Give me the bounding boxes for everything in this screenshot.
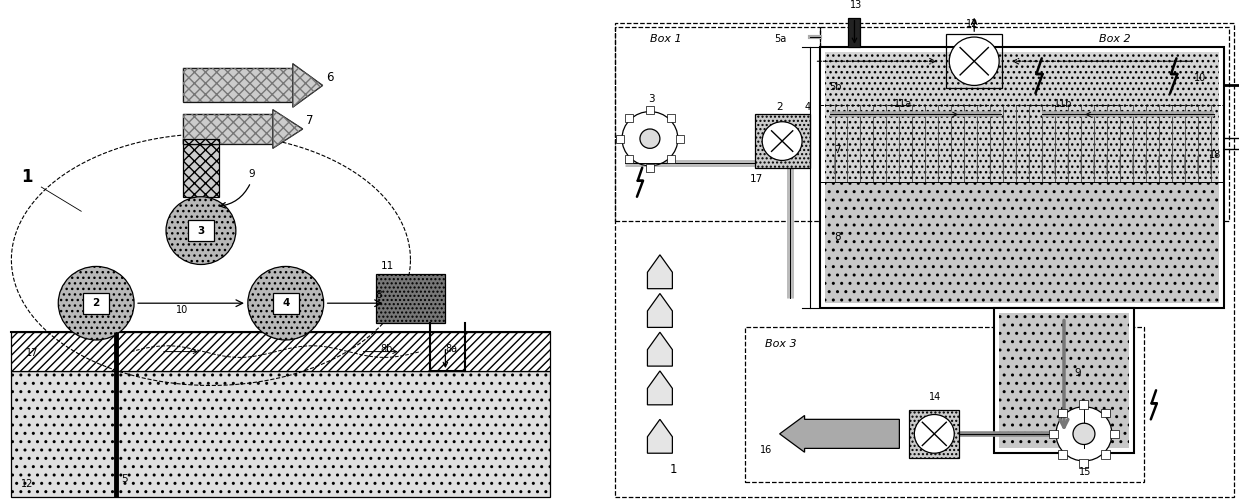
Text: 16: 16 — [760, 445, 773, 455]
Text: 9: 9 — [1074, 368, 1080, 378]
Bar — [676, 135, 683, 142]
Text: 11a: 11a — [894, 99, 913, 109]
Text: 10: 10 — [1194, 72, 1207, 82]
Bar — [1058, 408, 1066, 417]
Text: Box 1: Box 1 — [650, 34, 682, 44]
Bar — [1049, 430, 1058, 438]
Text: 11b: 11b — [1054, 99, 1073, 109]
Circle shape — [1056, 407, 1112, 461]
Bar — [825, 182, 1219, 303]
Bar — [625, 114, 632, 122]
Bar — [625, 155, 632, 163]
Text: 7: 7 — [835, 145, 841, 155]
FancyArrow shape — [780, 415, 899, 452]
Bar — [745, 327, 1143, 482]
Text: 1: 1 — [670, 463, 677, 475]
Bar — [994, 308, 1133, 453]
Bar — [1101, 450, 1110, 459]
Bar — [273, 293, 299, 314]
Text: 12: 12 — [21, 479, 33, 489]
Bar — [184, 139, 219, 143]
Text: 8: 8 — [376, 290, 382, 300]
Text: 8b: 8b — [381, 344, 393, 354]
Bar — [184, 139, 219, 197]
Text: 2: 2 — [776, 102, 782, 112]
Bar — [755, 115, 810, 167]
Bar — [184, 115, 273, 143]
Bar — [188, 220, 215, 241]
Bar — [646, 164, 653, 172]
Bar — [646, 106, 653, 114]
Bar — [1058, 450, 1066, 459]
Text: 8a: 8a — [445, 344, 458, 354]
Circle shape — [914, 414, 955, 453]
Bar — [820, 47, 1224, 308]
Text: 4: 4 — [281, 298, 289, 308]
Circle shape — [248, 267, 324, 340]
Bar — [184, 115, 273, 143]
Bar — [820, 27, 1229, 221]
Text: 4: 4 — [805, 102, 811, 112]
Bar — [667, 114, 675, 122]
Bar — [184, 68, 293, 103]
Text: Box 2: Box 2 — [1099, 34, 1131, 44]
Text: 11: 11 — [381, 262, 394, 271]
Text: 13: 13 — [849, 0, 862, 10]
Bar — [848, 18, 861, 47]
Text: Box 3: Box 3 — [765, 339, 796, 349]
FancyArrow shape — [647, 255, 672, 289]
Text: 1: 1 — [21, 168, 32, 186]
Text: 6: 6 — [326, 70, 334, 83]
Bar — [1110, 430, 1118, 438]
Bar — [11, 371, 551, 497]
Text: 17: 17 — [26, 349, 38, 359]
Bar — [1080, 459, 1089, 468]
Bar — [83, 293, 109, 314]
Bar — [1101, 408, 1110, 417]
Circle shape — [58, 267, 134, 340]
Text: 5: 5 — [122, 474, 128, 484]
Bar — [999, 313, 1128, 448]
Text: 17: 17 — [750, 174, 763, 184]
Text: 5a: 5a — [775, 34, 787, 44]
Text: 9: 9 — [249, 170, 255, 180]
Circle shape — [1073, 423, 1095, 445]
Text: 3: 3 — [197, 226, 205, 235]
Text: 10: 10 — [176, 305, 188, 315]
Text: 5b: 5b — [830, 82, 842, 92]
Polygon shape — [273, 110, 303, 148]
Bar — [909, 409, 960, 458]
FancyArrow shape — [647, 332, 672, 366]
Text: 2: 2 — [93, 298, 99, 308]
Circle shape — [950, 37, 999, 86]
Bar — [11, 332, 551, 371]
Text: 15: 15 — [1079, 467, 1091, 477]
Bar — [616, 135, 624, 142]
Circle shape — [763, 122, 802, 160]
Text: 14: 14 — [929, 392, 941, 402]
Text: 7: 7 — [306, 114, 314, 127]
Bar — [615, 27, 820, 221]
Text: 8: 8 — [835, 232, 841, 242]
Text: 3: 3 — [649, 94, 655, 104]
Bar — [825, 51, 1219, 182]
Text: 18: 18 — [1209, 150, 1221, 160]
FancyArrow shape — [647, 371, 672, 405]
Bar — [376, 274, 445, 322]
Polygon shape — [293, 64, 322, 107]
Bar — [667, 155, 675, 163]
Text: 12: 12 — [966, 19, 978, 29]
Circle shape — [622, 112, 678, 166]
FancyArrow shape — [647, 294, 672, 327]
FancyArrow shape — [647, 420, 672, 453]
Bar — [184, 68, 293, 103]
Bar — [615, 23, 1234, 497]
Bar — [946, 34, 1002, 89]
Bar — [1080, 400, 1089, 409]
Circle shape — [166, 197, 236, 265]
Circle shape — [640, 129, 660, 148]
